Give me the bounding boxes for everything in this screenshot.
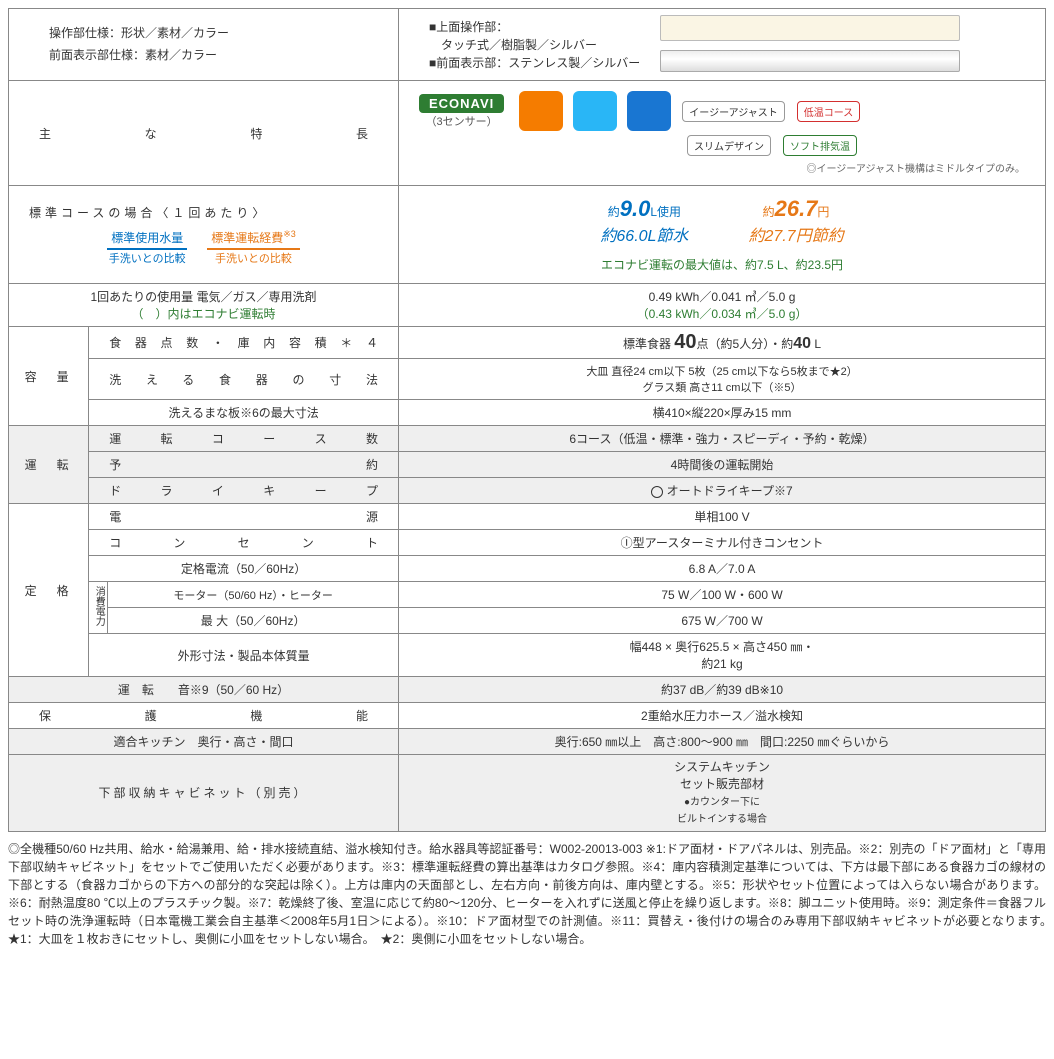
- soft-exhaust-badge: ソフト排気温: [783, 135, 857, 156]
- run-r1-value: 6コース（低温・標準・強力・スピーディ・予約・乾燥）: [399, 426, 1046, 452]
- cap-r2-value: 大皿 直径24 cm以下 5枚（25 cm以下なら5枚まで★2）グラス類 高さ1…: [399, 359, 1046, 400]
- cabinet-value: システムキッチン セット販売部材 ●カウンター下に ビルトインする場合: [399, 755, 1046, 832]
- usage-v1: 0.49 kWh／0.041 ㎥／5.0 g: [649, 290, 796, 304]
- panel-spec-value: ■上面操作部： タッチ式／樹脂製／シルバー ■前面表示部：ステンレス製／シルバー: [399, 9, 1046, 81]
- std-water-value: 約9.0L使用 約66.0L節水: [600, 196, 688, 246]
- features-value: ECONAVI （3センサー） イージーアジャスト 低温コース スリムデザイン …: [399, 81, 1046, 186]
- slim-design-badge: スリムデザイン: [687, 135, 771, 156]
- std-cost-saving: 約27.7円節約: [748, 228, 843, 245]
- standard-title: 標準コースの場合〈１回あたり〉: [29, 204, 378, 221]
- easy-adjust-badge: イージーアジャスト: [682, 101, 785, 122]
- run-r2-value: 4時間後の運転開始: [399, 452, 1046, 478]
- rating-r2-value: Ⓘ型アースターミナル付きコンセント: [399, 530, 1046, 556]
- planet-arm-icon: [573, 91, 617, 131]
- stream-icon: [627, 91, 671, 131]
- circle-icon: [651, 486, 663, 498]
- capacity-group-label: 容 量: [9, 327, 89, 426]
- usage-label: 1回あたりの使用量 電気／ガス／専用洗剤 （ ）内はエコナビ運転時: [9, 284, 399, 327]
- rating-r1-label: 電 源: [89, 504, 399, 530]
- usage-label-2: （ ）内はエコナビ運転時: [131, 307, 275, 321]
- noise-label: 運 転 音※9（50／60 Hz）: [9, 677, 399, 703]
- run-r1-label: 運 転 コ ー ス 数: [89, 426, 399, 452]
- cap-r3-label: 洗えるまな板※6の最大寸法: [89, 400, 399, 426]
- std-water-saving: 約66.0L節水: [600, 228, 688, 245]
- cap-r3-value: 横410×縦220×厚み15 mm: [399, 400, 1046, 426]
- kitchen-label: 適合キッチン 奥行・高さ・間口: [9, 729, 399, 755]
- std-water-label: 標準使用水量: [107, 229, 187, 250]
- cap-r1-value: 標準食器 40点（約5人分）・約40 L: [399, 327, 1046, 359]
- panel-desc-3: ■前面表示部：ステンレス製／シルバー: [429, 56, 640, 70]
- panel-spec-label: 操作部仕様：形状／素材／カラー 前面表示部仕様：素材／カラー: [9, 9, 399, 81]
- econavi-sub: （3センサー）: [426, 116, 498, 128]
- rating-r4-label: モーター（50/60 Hz）・ヒーター: [108, 582, 399, 608]
- panel-desc-1: ■上面操作部：: [429, 20, 508, 34]
- rating-r3-value: 6.8 A／7.0 A: [399, 556, 1046, 582]
- std-cost-value: 約26.7円 約27.7円節約: [748, 196, 843, 246]
- std-cost-sub: 手洗いとの比較: [215, 253, 292, 265]
- cabinet-label: 下部収納キャビネット（別売）: [9, 755, 399, 832]
- features-note: ◎イージーアジャスト機構はミドルタイプのみ。: [419, 160, 1025, 175]
- run-r3-value: オートドライキープ※7: [399, 478, 1046, 504]
- usage-v2: （0.43 kWh／0.034 ㎥／5.0 g）: [637, 307, 808, 321]
- cap-r2-label: 洗える食器の寸法: [89, 359, 399, 400]
- rating-r1-value: 単相100 V: [399, 504, 1046, 530]
- run-r3-label: ド ラ イ キ ー プ: [89, 478, 399, 504]
- power-consumption-label: 消費電力: [89, 582, 108, 634]
- panel-desc-2: タッチ式／樹脂製／シルバー: [429, 38, 597, 52]
- run-r2-label: 予 約: [89, 452, 399, 478]
- rating-r3-label: 定格電流（50／60Hz）: [89, 556, 399, 582]
- footnotes: ◎全機種50/60 Hz共用、給水・給湯兼用、給・排水接続直結、溢水検知付き。給…: [8, 840, 1046, 948]
- control-panel-image-top: [660, 15, 960, 41]
- usage-label-1: 1回あたりの使用量 電気／ガス／専用洗剤: [90, 290, 316, 304]
- cap-r1-label: 食器点数・庫内容積＊４: [89, 327, 399, 359]
- std-water-sub: 手洗いとの比較: [109, 253, 186, 265]
- econavi-max-note: エコナビ運転の最大値は、約7.5 L、約23.5円: [409, 256, 1035, 273]
- protect-label: 保 護 機 能: [9, 703, 399, 729]
- standard-course-label: 標準コースの場合〈１回あたり〉 標準使用水量 手洗いとの比較 標準運転経費※3 …: [9, 186, 399, 284]
- moving-rack-icon: [519, 91, 563, 131]
- protect-value: 2重給水圧力ホース／溢水検知: [399, 703, 1046, 729]
- rating-r6-value: 幅448 × 奥行625.5 × 高さ450 ㎜・約21 kg: [399, 634, 1046, 677]
- control-panel-image-front: [660, 50, 960, 72]
- panel-spec-line2: 前面表示部仕様：素材／カラー: [49, 48, 217, 62]
- standard-course-value: 約9.0L使用 約66.0L節水 約26.7円 約27.7円節約 エコナビ運転の…: [399, 186, 1046, 284]
- rating-group-label: 定 格: [9, 504, 89, 677]
- features-label: 主 な 特 長: [9, 81, 399, 186]
- kitchen-value: 奥行:650 ㎜以上 高さ:800～900 ㎜ 間口:2250 ㎜ぐらいから: [399, 729, 1046, 755]
- rating-r5-label: 最 大（50／60Hz）: [108, 608, 399, 634]
- rating-r5-value: 675 W／700 W: [399, 608, 1046, 634]
- low-temp-badge: 低温コース: [797, 101, 861, 122]
- rating-r2-label: コ ン セ ン ト: [89, 530, 399, 556]
- std-cost-label: 標準運転経費※3: [207, 229, 300, 250]
- rating-r4-value: 75 W／100 W・600 W: [399, 582, 1046, 608]
- spec-table: 操作部仕様：形状／素材／カラー 前面表示部仕様：素材／カラー ■上面操作部： タ…: [8, 8, 1046, 832]
- operation-group-label: 運 転: [9, 426, 89, 504]
- rating-r6-label: 外形寸法・製品本体質量: [89, 634, 399, 677]
- panel-spec-line1: 操作部仕様：形状／素材／カラー: [49, 26, 229, 40]
- econavi-badge: ECONAVI: [419, 94, 504, 113]
- noise-value: 約37 dB／約39 dB※10: [399, 677, 1046, 703]
- usage-value: 0.49 kWh／0.041 ㎥／5.0 g （0.43 kWh／0.034 ㎥…: [399, 284, 1046, 327]
